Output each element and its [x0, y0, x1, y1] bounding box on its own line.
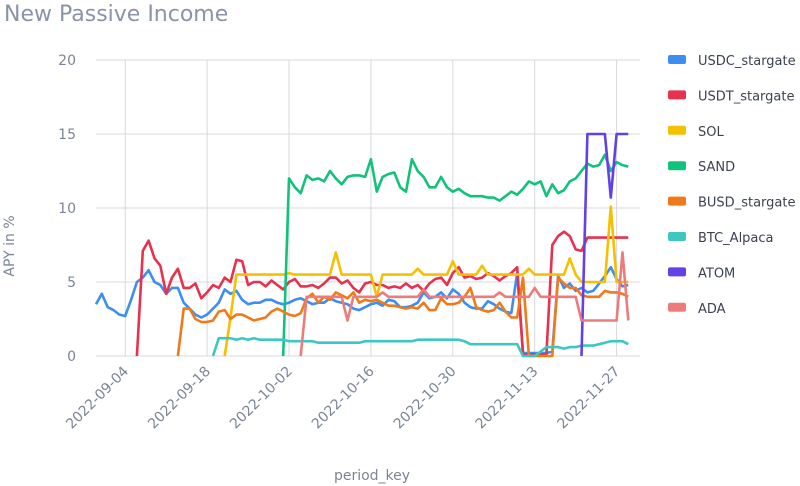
series-line-sol	[223, 205, 629, 357]
series-lines	[94, 132, 630, 358]
series-line-usdt-stargate	[135, 230, 629, 357]
x-tick-label: 2022-11-27	[555, 364, 624, 433]
series-line-sand	[281, 153, 629, 357]
legend-label: BUSD_stargate	[698, 196, 795, 211]
y-axis-ticks: 0 5 10 15 20	[58, 53, 76, 365]
series-line-atom	[580, 132, 629, 357]
legend-swatch	[668, 196, 686, 206]
series-line-ada	[299, 251, 630, 357]
legend-label: USDT_stargate	[698, 89, 794, 104]
legend-swatch	[668, 232, 686, 241]
legend-swatch	[668, 90, 686, 100]
x-axis-ticks: 2022-09-04 2022-09-18 2022-10-02 2022-10-16…	[63, 363, 623, 432]
legend-swatch	[668, 161, 686, 171]
legend-item[interactable]: SAND	[668, 160, 735, 175]
legend-label: SOL	[698, 125, 724, 140]
legend-label: SAND	[698, 160, 735, 175]
x-tick-label: 2022-10-02	[227, 364, 296, 433]
grid	[96, 59, 640, 357]
legend-item[interactable]: BTC_Alpaca	[668, 231, 774, 246]
x-axis-label: period_key	[334, 468, 410, 484]
legend-item[interactable]: BUSD_stargate	[668, 196, 795, 211]
x-tick-label: 2022-11-13	[473, 364, 542, 433]
y-tick-label: 10	[58, 201, 76, 217]
legend-item[interactable]: USDC_stargate	[668, 54, 796, 69]
legend-label: BTC_Alpaca	[698, 231, 774, 246]
y-axis-label: APY in %	[2, 215, 18, 276]
legend-label: ADA	[698, 302, 726, 317]
y-tick-label: 0	[67, 349, 76, 365]
x-tick-label: 2022-09-04	[63, 363, 132, 432]
legend-item[interactable]: ADA	[668, 302, 726, 317]
legend-item[interactable]: ATOM	[668, 266, 735, 281]
legend-swatch	[668, 267, 686, 277]
legend: USDC_stargate USDT_stargate SOL SAND BUSD_st…	[668, 54, 796, 317]
x-tick-label: 2022-09-18	[145, 364, 214, 433]
legend-item[interactable]: USDT_stargate	[668, 89, 794, 104]
series-line-btc-alpaca	[211, 336, 629, 358]
legend-swatch	[668, 302, 686, 312]
legend-label: ATOM	[698, 266, 735, 281]
y-tick-label: 5	[67, 275, 76, 291]
legend-swatch	[668, 125, 686, 135]
legend-swatch	[668, 55, 686, 64]
legend-label: USDC_stargate	[698, 54, 796, 69]
y-tick-label: 20	[58, 53, 76, 69]
x-tick-label: 2022-10-30	[391, 364, 460, 433]
series-line-busd-stargate	[176, 276, 629, 358]
x-tick-label: 2022-10-16	[309, 363, 378, 432]
y-tick-label: 15	[58, 127, 76, 143]
chart-title: New Passive Income	[4, 2, 229, 27]
legend-item[interactable]: SOL	[668, 125, 724, 140]
